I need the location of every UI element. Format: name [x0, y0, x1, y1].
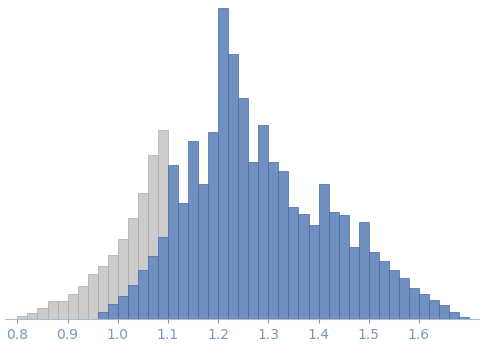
Bar: [138, 270, 148, 319]
Bar: [459, 317, 469, 319]
Bar: [98, 313, 108, 319]
Bar: [409, 288, 419, 319]
Bar: [429, 301, 439, 319]
Bar: [449, 311, 459, 319]
Bar: [369, 252, 379, 319]
Bar: [308, 225, 318, 319]
Bar: [299, 214, 308, 319]
Bar: [138, 193, 148, 319]
Bar: [228, 54, 238, 319]
Bar: [248, 162, 258, 319]
Bar: [88, 274, 98, 319]
Bar: [379, 261, 389, 319]
Bar: [28, 313, 37, 319]
Bar: [339, 215, 348, 319]
Bar: [148, 256, 158, 319]
Bar: [128, 285, 138, 319]
Bar: [128, 219, 138, 319]
Bar: [178, 203, 188, 319]
Bar: [68, 294, 77, 319]
Bar: [419, 294, 429, 319]
Bar: [58, 301, 68, 319]
Bar: [258, 125, 268, 319]
Bar: [389, 270, 399, 319]
Bar: [108, 304, 118, 319]
Bar: [198, 184, 208, 319]
Bar: [188, 141, 198, 319]
Bar: [318, 184, 329, 319]
Bar: [98, 266, 108, 319]
Bar: [268, 162, 278, 319]
Bar: [77, 286, 88, 319]
Bar: [288, 207, 299, 319]
Bar: [348, 247, 359, 319]
Bar: [329, 212, 339, 319]
Bar: [17, 316, 28, 319]
Bar: [118, 296, 128, 319]
Bar: [168, 165, 178, 319]
Bar: [238, 98, 248, 319]
Bar: [218, 8, 228, 319]
Bar: [399, 278, 409, 319]
Bar: [359, 221, 369, 319]
Bar: [439, 305, 449, 319]
Bar: [278, 171, 288, 319]
Bar: [158, 130, 168, 319]
Bar: [118, 239, 128, 319]
Bar: [37, 309, 47, 319]
Bar: [108, 255, 118, 319]
Bar: [148, 155, 158, 319]
Bar: [208, 131, 218, 319]
Bar: [158, 237, 168, 319]
Bar: [47, 301, 58, 319]
